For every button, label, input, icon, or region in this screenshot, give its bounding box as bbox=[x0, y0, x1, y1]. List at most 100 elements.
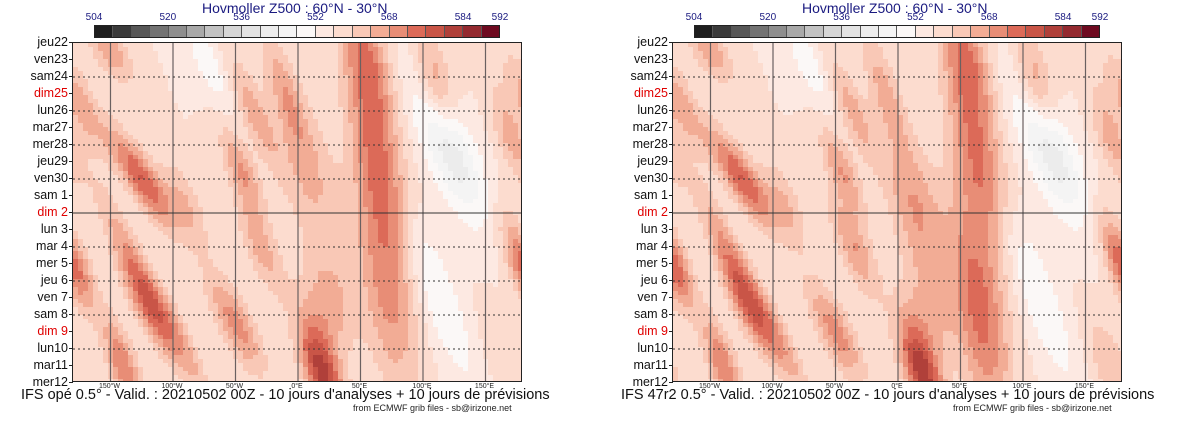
heatmap-cell bbox=[373, 207, 379, 212]
heatmap-cell bbox=[308, 87, 314, 92]
heatmap-cell bbox=[263, 71, 269, 76]
heatmap-cell bbox=[153, 91, 159, 96]
heatmap-cell bbox=[473, 239, 479, 244]
heatmap-cell bbox=[268, 135, 274, 140]
heatmap-cell bbox=[73, 131, 79, 136]
heatmap-cell bbox=[253, 179, 259, 184]
heatmap-cell bbox=[373, 55, 379, 60]
heatmap-cell bbox=[198, 147, 204, 152]
heatmap-cell bbox=[183, 215, 189, 220]
heatmap-cell bbox=[438, 223, 444, 228]
heatmap-cell bbox=[458, 43, 464, 48]
heatmap-cell bbox=[198, 123, 204, 128]
chart-title: Hovmoller Z500 : 60°N - 30°N bbox=[202, 0, 388, 16]
heatmap-cell bbox=[113, 175, 119, 180]
heatmap-cell bbox=[188, 163, 194, 168]
heatmap-cell bbox=[268, 83, 274, 88]
heatmap-cell bbox=[268, 107, 274, 112]
heatmap-cell bbox=[398, 195, 404, 200]
heatmap-cell bbox=[378, 131, 384, 136]
heatmap-cell bbox=[148, 155, 154, 160]
heatmap-cell bbox=[288, 155, 294, 160]
heatmap-cell bbox=[203, 143, 209, 148]
heatmap-cell bbox=[493, 71, 499, 76]
heatmap-cell bbox=[288, 243, 294, 248]
heatmap-cell bbox=[83, 139, 89, 144]
heatmap-cell bbox=[258, 115, 264, 120]
heatmap-cell bbox=[433, 243, 439, 248]
heatmap-cell bbox=[363, 83, 369, 88]
heatmap-cell bbox=[268, 175, 274, 180]
heatmap-cell bbox=[173, 43, 179, 48]
heatmap-cell bbox=[248, 47, 254, 52]
heatmap-cell bbox=[353, 207, 359, 212]
heatmap-cell bbox=[518, 131, 521, 136]
heatmap-cell bbox=[513, 251, 519, 256]
heatmap-cell bbox=[493, 119, 499, 124]
heatmap-cell bbox=[378, 115, 384, 120]
heatmap-cell bbox=[333, 107, 339, 112]
heatmap-cell bbox=[383, 63, 389, 68]
heatmap-cell bbox=[448, 91, 454, 96]
heatmap-cell bbox=[493, 143, 499, 148]
heatmap-cell bbox=[433, 179, 439, 184]
heatmap-cell bbox=[488, 147, 494, 152]
heatmap-cell bbox=[498, 99, 504, 104]
heatmap-cell bbox=[133, 75, 139, 80]
heatmap-cell bbox=[303, 183, 309, 188]
heatmap-cell bbox=[398, 171, 404, 176]
heatmap-cell bbox=[83, 47, 89, 52]
heatmap-cell bbox=[488, 239, 494, 244]
heatmap-cell bbox=[223, 75, 229, 80]
heatmap-cell bbox=[403, 195, 409, 200]
heatmap-cell bbox=[283, 259, 289, 264]
heatmap-cell bbox=[183, 195, 189, 200]
heatmap-cell bbox=[398, 127, 404, 132]
heatmap-cell bbox=[278, 135, 284, 140]
heatmap-cell bbox=[208, 207, 214, 212]
heatmap-cell bbox=[168, 175, 174, 180]
heatmap-cell bbox=[318, 151, 324, 156]
heatmap-cell bbox=[93, 111, 99, 116]
heatmap-cell bbox=[348, 179, 354, 184]
heatmap-cell bbox=[223, 99, 229, 104]
heatmap-cell bbox=[243, 215, 249, 220]
heatmap-cell bbox=[338, 123, 344, 128]
heatmap-cell bbox=[113, 159, 119, 164]
heatmap-cell bbox=[423, 87, 429, 92]
heatmap-cell bbox=[518, 151, 521, 156]
heatmap-cell bbox=[143, 155, 149, 160]
y-tick-label: mar11 bbox=[33, 358, 68, 372]
heatmap-cell bbox=[463, 199, 469, 204]
heatmap-cell bbox=[243, 203, 249, 208]
heatmap-cell bbox=[308, 219, 314, 224]
heatmap-cell bbox=[268, 131, 274, 136]
heatmap-cell bbox=[238, 123, 244, 128]
heatmap-cell bbox=[458, 167, 464, 172]
heatmap-cell bbox=[153, 123, 159, 128]
heatmap-cell bbox=[73, 103, 79, 108]
heatmap-cell bbox=[118, 91, 124, 96]
heatmap-cell bbox=[318, 135, 324, 140]
heatmap-cell bbox=[83, 59, 89, 64]
heatmap-cell bbox=[333, 111, 339, 116]
heatmap-cell bbox=[168, 207, 174, 212]
heatmap-cell bbox=[503, 107, 509, 112]
heatmap-cell bbox=[278, 231, 284, 236]
heatmap-cell bbox=[383, 167, 389, 172]
heatmap-cell bbox=[468, 119, 474, 124]
heatmap-cell bbox=[133, 247, 139, 252]
heatmap-cell bbox=[273, 139, 279, 144]
heatmap-cell bbox=[268, 187, 274, 192]
heatmap-cell bbox=[183, 191, 189, 196]
heatmap-cell bbox=[128, 207, 134, 212]
heatmap-cell bbox=[323, 83, 329, 88]
heatmap-cell bbox=[238, 215, 244, 220]
heatmap-cell bbox=[218, 251, 224, 256]
heatmap-cell bbox=[443, 227, 449, 232]
heatmap-cell bbox=[163, 139, 169, 144]
heatmap-cell bbox=[318, 63, 324, 68]
heatmap-cell bbox=[143, 203, 149, 208]
heatmap-cell bbox=[438, 227, 444, 232]
heatmap-cell bbox=[393, 147, 399, 152]
